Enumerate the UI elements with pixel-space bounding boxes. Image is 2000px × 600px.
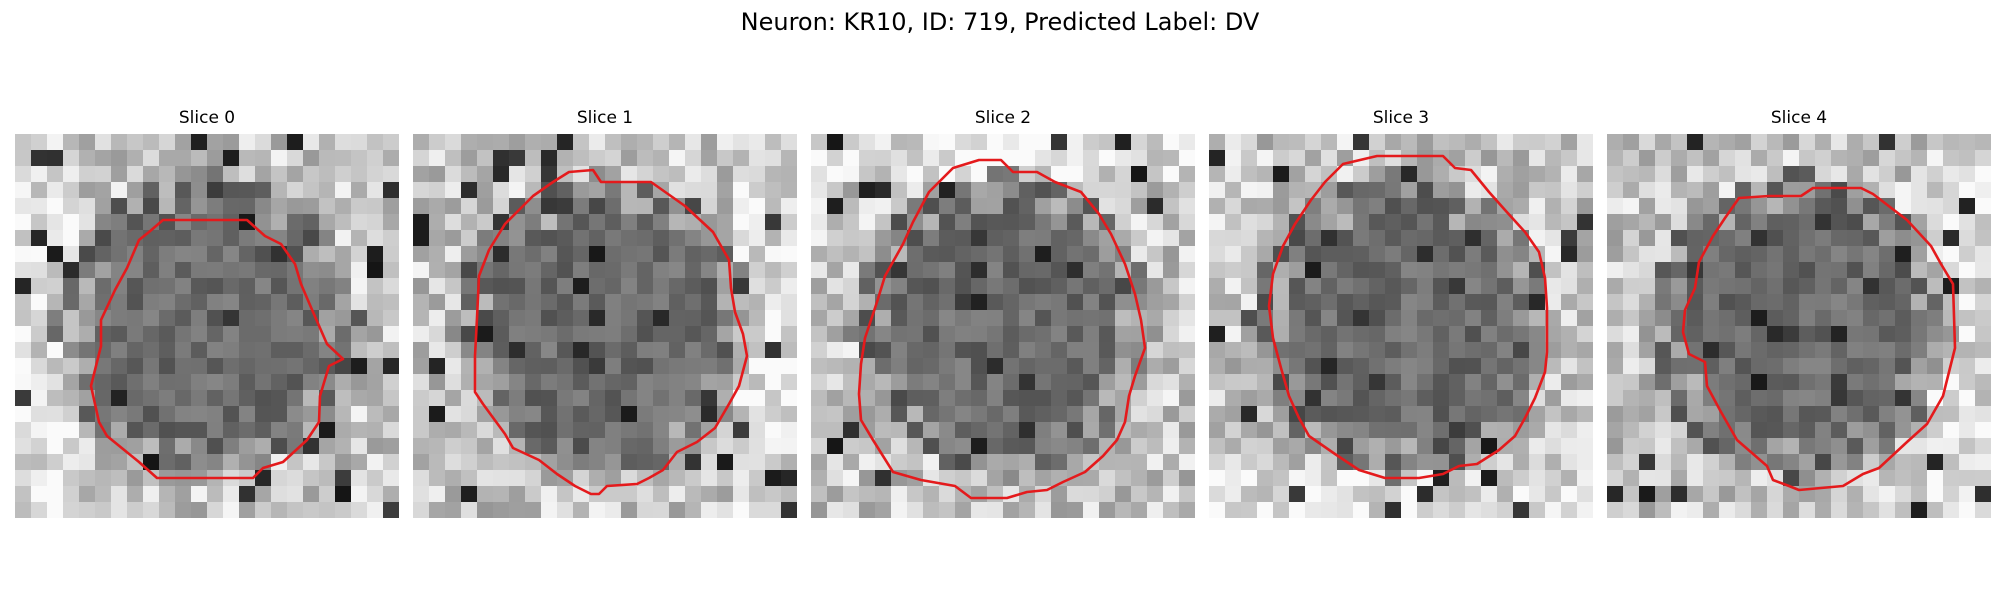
- roi-contour: [1267, 154, 1549, 480]
- roi-contour: [857, 158, 1147, 500]
- slice-panel-4: Slice 4: [1607, 106, 1991, 518]
- pixel-grid: [413, 134, 797, 518]
- slice-title: Slice 0: [178, 108, 236, 128]
- slice-title: Slice 2: [974, 108, 1032, 128]
- slice-title: Slice 4: [1770, 108, 1828, 128]
- roi-contour: [1681, 186, 1957, 492]
- slice-title: Slice 3: [1372, 108, 1430, 128]
- neuron-slice-image: [811, 134, 1195, 518]
- slice-panel-3: Slice 3: [1209, 106, 1593, 518]
- slice-panel-1: Slice 1: [413, 106, 797, 518]
- neuron-slice-image: [1607, 134, 1991, 518]
- pixel-grid: [15, 134, 399, 518]
- neuron-slice-image: [413, 134, 797, 518]
- pixel-grid: [1209, 134, 1593, 518]
- neuron-slice-image: [1209, 134, 1593, 518]
- slice-panel-2: Slice 2: [811, 106, 1195, 518]
- pixel-grid: [811, 134, 1195, 518]
- roi-contour: [89, 218, 345, 480]
- roi-contour: [473, 168, 749, 496]
- pixel-grid: [1607, 134, 1991, 518]
- slice-title: Slice 1: [576, 108, 634, 128]
- slice-panel-0: Slice 0: [15, 106, 399, 518]
- neuron-slice-image: [15, 134, 399, 518]
- figure-title: Neuron: KR10, ID: 719, Predicted Label: …: [740, 8, 1260, 36]
